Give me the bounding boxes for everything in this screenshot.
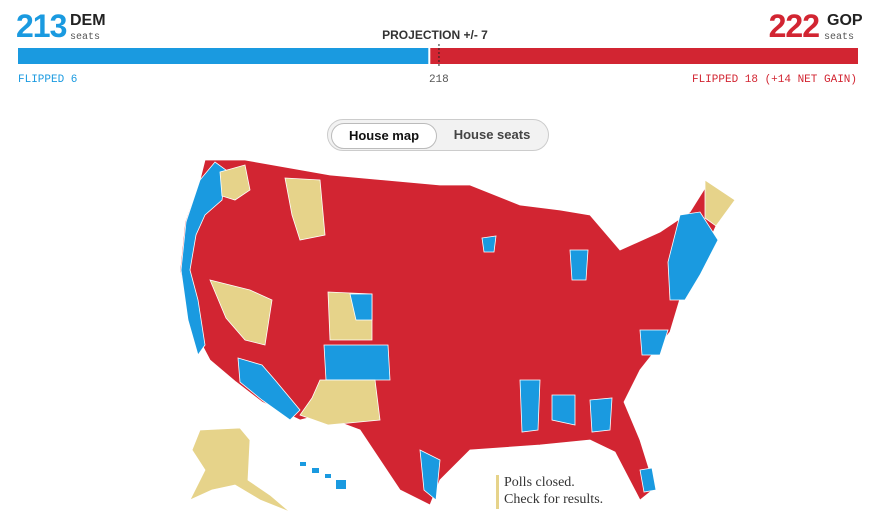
dem-tx-south [419,449,441,501]
dem-az [237,357,301,421]
dem-label: DEM [70,12,106,29]
projection-label: PROJECTION +/- 7 [382,28,488,42]
dem-mi [569,249,589,281]
pending-wa [219,164,251,201]
pending-nv [209,279,273,346]
pending-me [704,179,736,227]
pending-ak [189,427,291,513]
house-map-tab[interactable]: House map [331,123,437,149]
dem-south-2 [551,394,576,426]
gop-seat-count: 222 [768,8,820,44]
gop-seats-label: seats [824,32,855,43]
dem-hi [300,462,346,489]
dem-va [639,329,669,356]
dem-ut [349,293,373,321]
seat-bar [18,44,858,68]
dem-south-1 [519,379,541,433]
dem-co [323,344,391,381]
legend-line-1: Polls closed. [504,475,575,490]
gop-flipped: FLIPPED 18 (+14 NET GAIN) [691,74,857,86]
gop-bar [430,48,858,64]
pending-mt [284,177,326,241]
dem-seats-label: seats [70,32,101,43]
dem-seat-count: 213 [16,8,67,44]
map-toggle: House map House seats [327,119,549,151]
legend-line-2: Check for results. [504,492,604,507]
dem-fl [639,467,657,493]
dem-south-3 [589,397,613,433]
majority-label: 218 [428,74,449,86]
pending-nm [299,379,381,426]
gop-label: GOP [827,12,863,29]
dem-bar [18,48,429,64]
dem-northeast [667,211,719,301]
dem-mn [481,235,497,253]
house-seats-tab[interactable]: House seats [453,127,531,142]
dem-flipped: FLIPPED 6 [18,74,78,86]
map-regions [179,159,736,506]
legend-swatch [496,475,499,509]
